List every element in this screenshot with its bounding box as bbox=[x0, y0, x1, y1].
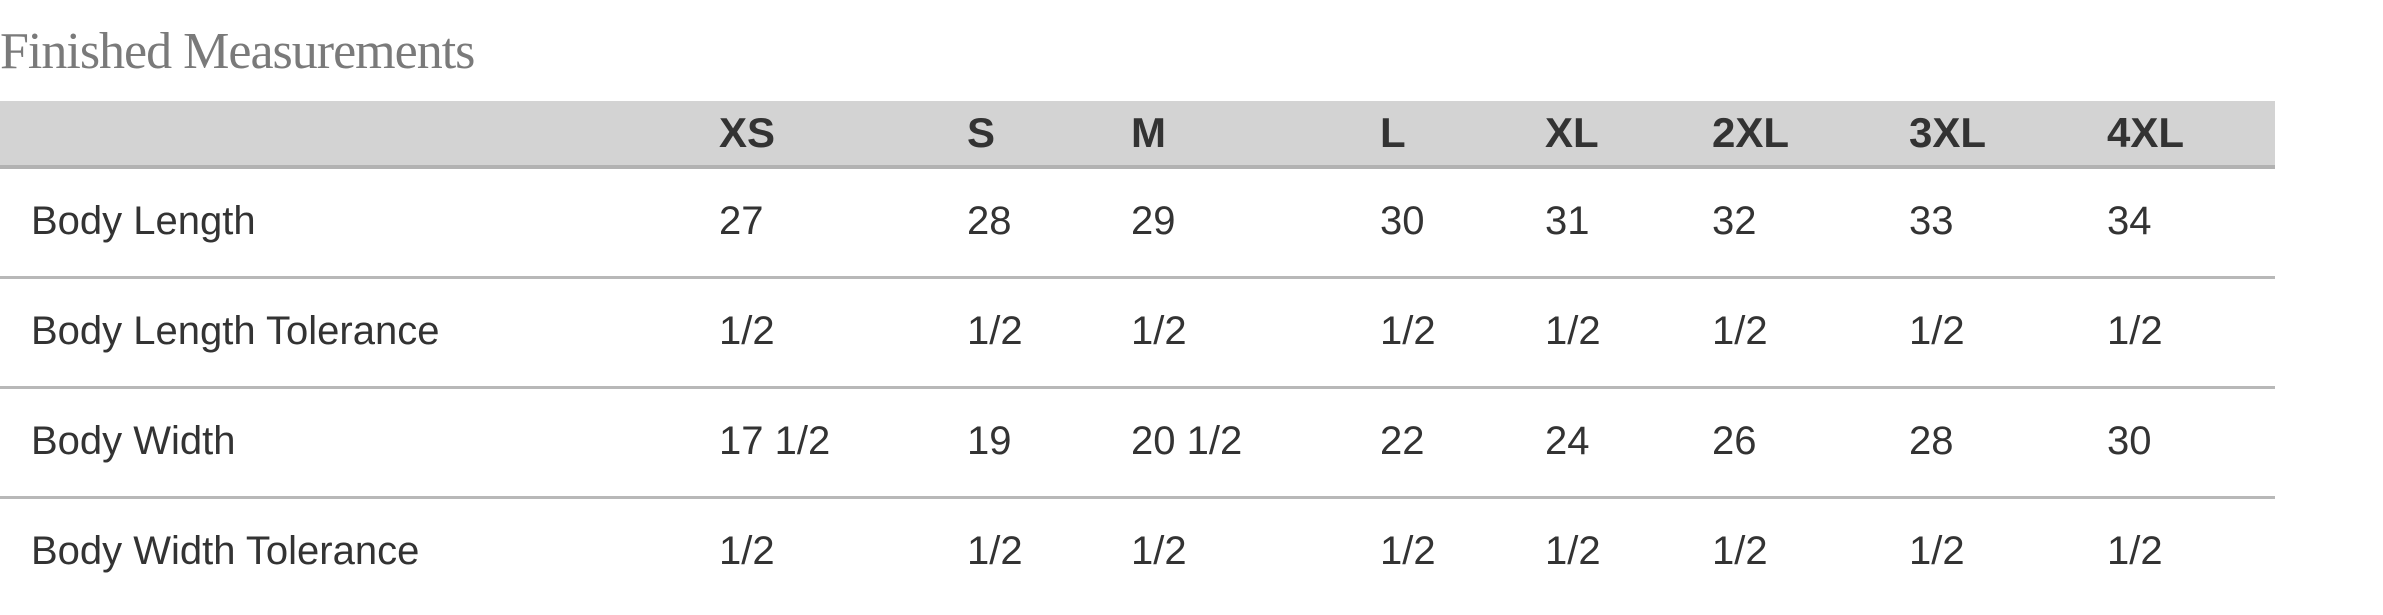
row-label: Body Length Tolerance bbox=[31, 309, 440, 353]
measurement-cell: 1/2 bbox=[1131, 529, 1187, 573]
header-cell-size: L bbox=[1380, 109, 1406, 156]
row-label: Body Length bbox=[31, 199, 256, 243]
measurement-cell: 1/2 bbox=[1545, 309, 1601, 353]
measurement-cell: 28 bbox=[967, 199, 1012, 243]
row-label: Body Width bbox=[31, 419, 236, 463]
header-cell-size: XL bbox=[1545, 109, 1599, 156]
measurement-cell: 34 bbox=[2107, 199, 2152, 243]
table-row: Body Length Tolerance 1/2 1/2 1/2 1/2 1/2 1/2 1… bbox=[0, 279, 2275, 389]
measurement-cell: 1/2 bbox=[967, 309, 1023, 353]
table-row: Body Length 27 28 29 30 31 32 33 34 bbox=[0, 169, 2275, 279]
measurement-cell: 30 bbox=[2107, 419, 2152, 463]
measurement-cell: 1/2 bbox=[719, 309, 775, 353]
measurement-cell: 1/2 bbox=[2107, 309, 2163, 353]
table-header-row: XS S M L XL 2XL 3XL 4XL bbox=[0, 101, 2275, 169]
measurement-cell: 1/2 bbox=[1712, 309, 1768, 353]
measurements-table: XS S M L XL 2XL 3XL 4XL Body Length 27 28 29 30 31 32… bbox=[0, 101, 2275, 606]
measurement-cell: 33 bbox=[1909, 199, 1954, 243]
measurement-cell: 1/2 bbox=[1712, 529, 1768, 573]
header-cell-size: S bbox=[967, 109, 996, 156]
header-cell-size: 4XL bbox=[2107, 109, 2185, 156]
measurement-cell: 1/2 bbox=[1545, 529, 1601, 573]
row-label: Body Width Tolerance bbox=[31, 529, 420, 573]
header-cell-size: XS bbox=[719, 109, 776, 156]
measurement-cell: 1/2 bbox=[967, 529, 1023, 573]
measurement-cell: 28 bbox=[1909, 419, 1954, 463]
header-cell-size: 3XL bbox=[1909, 109, 1987, 156]
measurement-cell: 27 bbox=[719, 199, 764, 243]
header-cell-size: 2XL bbox=[1712, 109, 1790, 156]
measurement-cell: 32 bbox=[1712, 199, 1757, 243]
table-row: Body Width Tolerance 1/2 1/2 1/2 1/2 1/2 1/2 1/… bbox=[0, 499, 2275, 606]
measurement-cell: 1/2 bbox=[1909, 309, 1965, 353]
measurement-cell: 1/2 bbox=[1380, 529, 1436, 573]
measurement-cell: 29 bbox=[1131, 199, 1176, 243]
measurement-cell: 19 bbox=[967, 419, 1012, 463]
measurement-cell: 1/2 bbox=[1380, 309, 1436, 353]
table-row: Body Width 17 1/2 19 20 1/2 22 24 26 28 30 bbox=[0, 389, 2275, 499]
measurement-cell: 24 bbox=[1545, 419, 1590, 463]
measurement-cell: 31 bbox=[1545, 199, 1590, 243]
measurement-cell: 1/2 bbox=[1131, 309, 1187, 353]
measurement-cell: 22 bbox=[1380, 419, 1425, 463]
header-cell-size: M bbox=[1131, 109, 1166, 156]
measurement-cell: 26 bbox=[1712, 419, 1757, 463]
measurement-cell: 1/2 bbox=[719, 529, 775, 573]
page-title: Finished Measurements bbox=[0, 23, 475, 80]
measurement-cell: 30 bbox=[1380, 199, 1425, 243]
measurement-cell: 20 1/2 bbox=[1131, 419, 1243, 463]
measurement-cell: 17 1/2 bbox=[719, 419, 831, 463]
measurement-cell: 1/2 bbox=[1909, 529, 1965, 573]
measurement-cell: 1/2 bbox=[2107, 529, 2163, 573]
